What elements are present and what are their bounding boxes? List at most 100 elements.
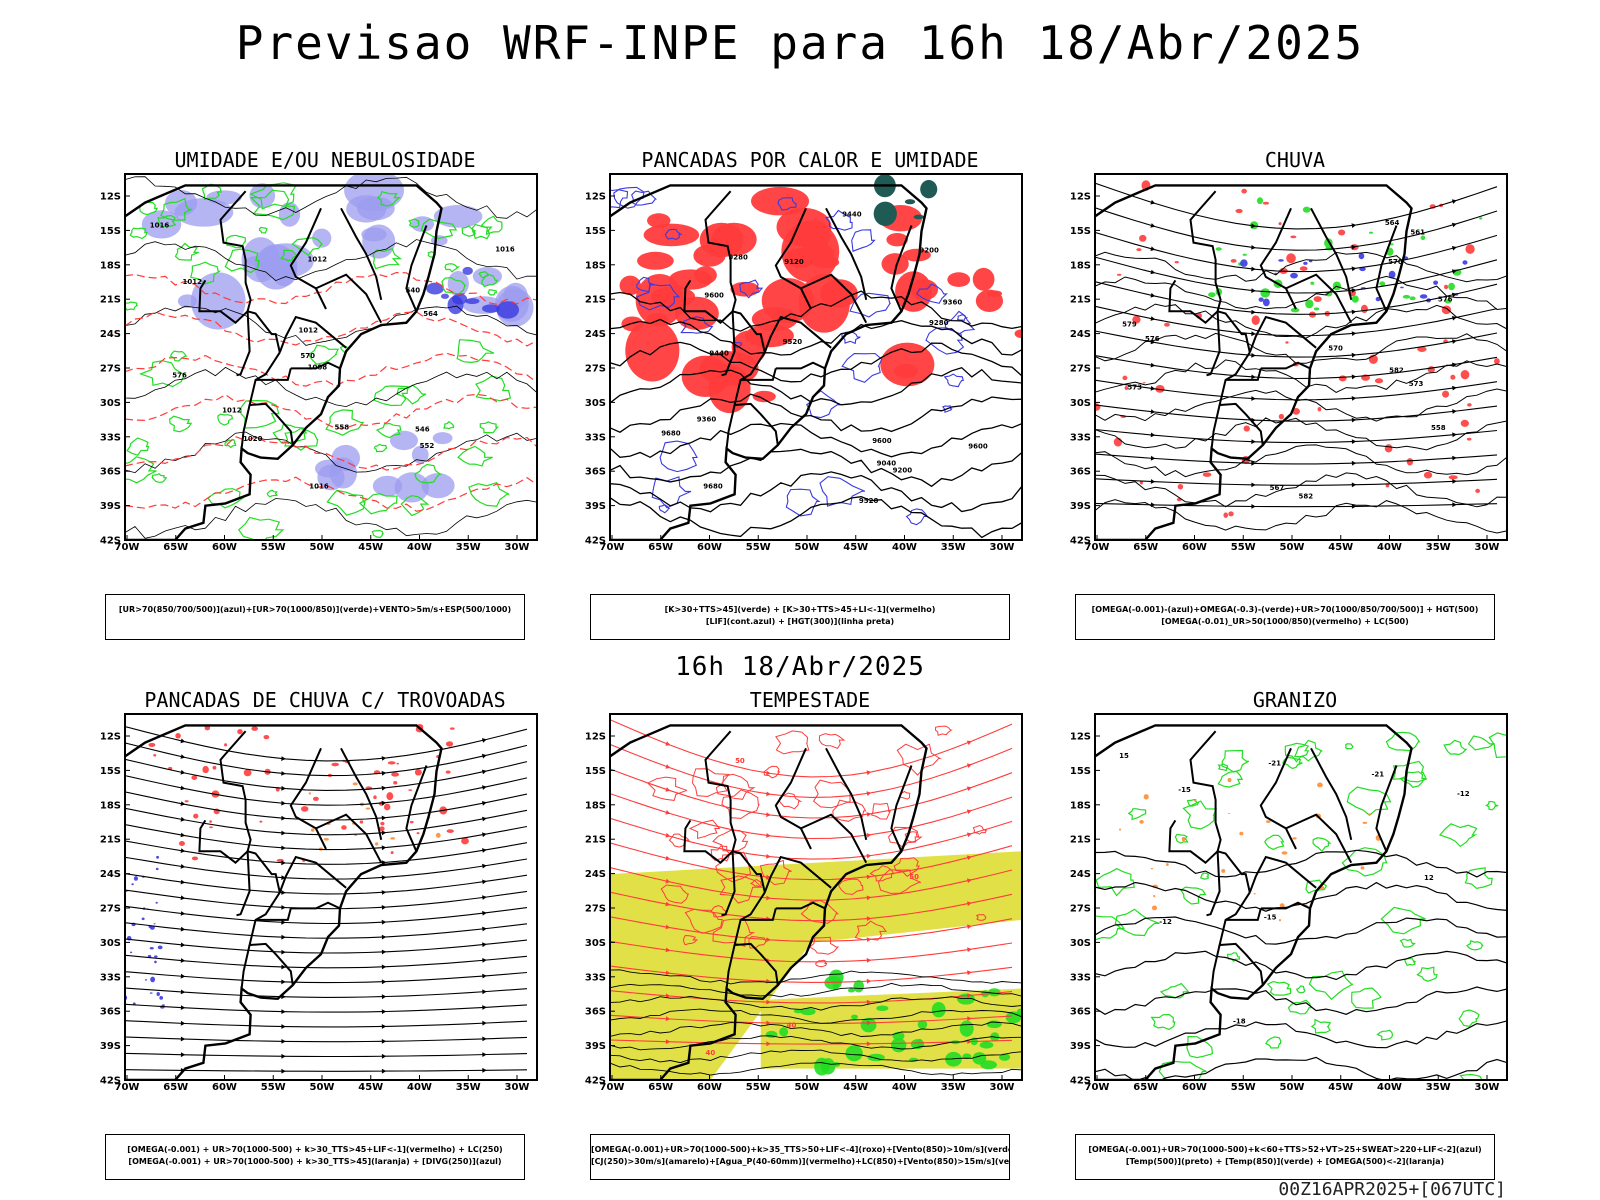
rain-red-area: [1223, 512, 1229, 518]
country-border: [1248, 315, 1317, 353]
x-tick-label: 50W: [795, 1082, 820, 1093]
country-border: [219, 730, 252, 852]
rain-blue-area: [1303, 261, 1308, 265]
humidity-1000-contour: [280, 249, 299, 262]
panel-title: GRANIZO: [1252, 688, 1338, 712]
temp-850-contour: [1127, 808, 1147, 821]
humidity-dense-area: [465, 298, 480, 305]
x-tick-label: 40W: [407, 1082, 432, 1093]
y-tick-label: 33S: [1070, 972, 1091, 983]
heat-shower-area: [902, 248, 931, 262]
temp-500-line: [1095, 849, 1507, 878]
contour-label: 9280: [929, 319, 949, 327]
contour-label: -21: [1268, 759, 1281, 767]
coastline: [610, 724, 928, 1080]
thunderstorm-red-area: [259, 820, 263, 823]
streamline: [1095, 330, 1498, 358]
y-tick-label: 15S: [100, 226, 121, 237]
stream-arrow: [665, 1039, 671, 1045]
y-tick-label: 39S: [100, 501, 121, 512]
precipitable-water-contour: [759, 859, 792, 886]
stream-arrow: [482, 1036, 487, 1042]
rain-green-area: [1208, 292, 1216, 298]
contour-label: 558: [1431, 424, 1446, 432]
contour-label: 570: [1328, 344, 1343, 352]
wind-850-area: [988, 988, 1001, 997]
rain-green-area: [1305, 299, 1314, 309]
stream-arrow: [180, 848, 186, 853]
x-tick-label: 40W: [1377, 542, 1402, 553]
precipitable-water-contour: [888, 826, 920, 849]
thunderstorm-red-area: [224, 743, 228, 747]
x-tick-label: 35W: [456, 542, 481, 553]
stream-arrow: [866, 895, 872, 901]
streamline: [125, 938, 528, 954]
lifted-index-contour: [916, 283, 948, 304]
humidity-1000-contour: [291, 237, 324, 257]
x-tick-label: 45W: [1328, 1082, 1353, 1093]
country-border: [1259, 207, 1297, 310]
stream-arrow: [1351, 396, 1357, 401]
height-500-line: [1095, 251, 1507, 283]
streamline: [125, 954, 528, 969]
stream-arrow: [766, 874, 771, 880]
lifted-index-contour: [636, 283, 681, 311]
omega-orange-area: [1143, 794, 1149, 800]
y-tick-label: 24S: [585, 869, 606, 880]
stream-arrow: [1452, 339, 1457, 344]
rain-green-area: [1351, 295, 1359, 303]
stream-arrow: [1351, 504, 1357, 509]
stream-arrow: [866, 999, 872, 1005]
streamline-850: [610, 842, 1013, 881]
wind-vector-line: [610, 1021, 1022, 1037]
y-tick-label: 15S: [1070, 766, 1091, 777]
main-title: Previsao WRF-INPE para 16h 18/Abr/2025: [235, 16, 1365, 70]
rain-red-area: [1450, 374, 1456, 380]
heat-shower-area: [886, 232, 908, 247]
y-tick-label: 12S: [585, 732, 606, 743]
stream-arrow: [766, 791, 771, 797]
omega-orange-area: [1253, 892, 1256, 895]
x-tick-label: 45W: [358, 1082, 383, 1093]
temp-850-contour: [1398, 771, 1426, 788]
contour-label: 50: [735, 757, 745, 765]
y-tick-label: 24S: [1070, 869, 1091, 880]
x-tick-label: 65W: [163, 1082, 188, 1093]
x-tick-label: 35W: [1426, 1082, 1451, 1093]
stream-arrow: [281, 800, 286, 806]
country-border: [1189, 190, 1222, 312]
omega-orange-area: [1139, 819, 1144, 824]
rain-blue-area: [1433, 280, 1439, 285]
stream-arrow: [1452, 455, 1457, 461]
stream-arrow: [1351, 266, 1357, 272]
temp-850-contour: [1404, 957, 1416, 967]
divergence-blue-area: [133, 876, 138, 881]
x-tick-label: 55W: [261, 542, 286, 553]
streamline: [125, 856, 528, 880]
country-border: [1218, 891, 1264, 986]
humidity-1000-contour: [475, 375, 512, 402]
divergence-blue-area: [155, 901, 158, 904]
temp-850-contour: [1150, 1013, 1176, 1031]
x-tick-label: 60W: [212, 542, 237, 553]
stream-arrow: [281, 1009, 286, 1014]
rain-red-area: [1460, 419, 1469, 427]
wind-850-area: [986, 1020, 1002, 1029]
contour-label: 570: [300, 352, 315, 360]
x-tick-label: 35W: [1426, 542, 1451, 553]
y-tick-label: 36S: [1070, 467, 1091, 478]
contour-label: 9600: [968, 442, 988, 450]
x-tick-label: 70W: [1085, 542, 1110, 553]
stream-arrow: [766, 1020, 771, 1026]
streamline-850: [610, 768, 1013, 819]
stream-arrow: [1251, 482, 1256, 488]
x-tick-label: 55W: [746, 1082, 771, 1093]
temp-850-contour: [1295, 985, 1306, 994]
legend-line: [CJ(250)>30m/s](amarelo)+[Agua_P(40-60mm…: [591, 1157, 1009, 1166]
stream-arrow: [1150, 269, 1156, 275]
streamline-850: [610, 817, 1013, 860]
pressure-isobar: [125, 239, 537, 282]
stream-arrow: [180, 816, 186, 822]
y-tick-label: 21S: [585, 835, 606, 846]
x-tick-label: 60W: [697, 542, 722, 553]
